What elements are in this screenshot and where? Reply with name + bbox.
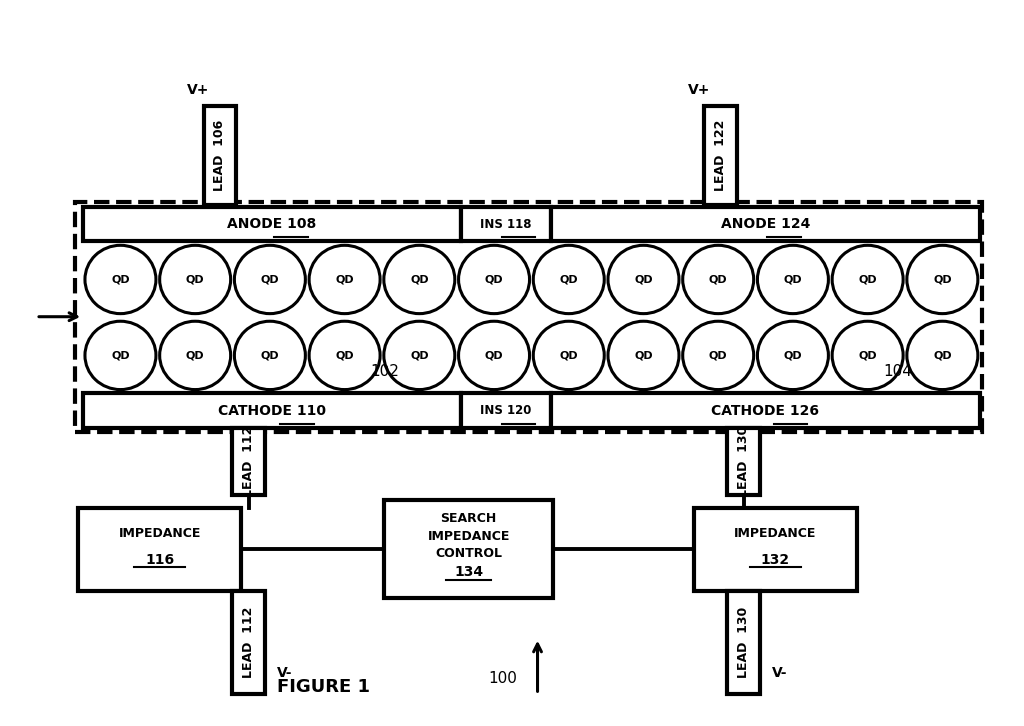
Text: IMPEDANCE: IMPEDANCE: [427, 530, 510, 543]
Text: IMPEDANCE: IMPEDANCE: [734, 527, 817, 540]
Text: QD: QD: [783, 274, 802, 285]
Text: QD: QD: [933, 274, 951, 285]
Bar: [694, 507, 857, 591]
Text: QD: QD: [185, 351, 205, 360]
Text: QD: QD: [410, 274, 429, 285]
Text: ANODE 108: ANODE 108: [227, 217, 316, 231]
Ellipse shape: [833, 321, 903, 390]
Bar: [727, 428, 760, 494]
Ellipse shape: [534, 245, 604, 314]
Bar: [232, 591, 265, 694]
Bar: [461, 393, 551, 428]
Bar: [384, 500, 553, 598]
Ellipse shape: [309, 245, 380, 314]
Text: QD: QD: [634, 351, 652, 360]
Text: QD: QD: [858, 351, 877, 360]
Bar: [461, 207, 551, 242]
Text: QD: QD: [335, 351, 354, 360]
Text: ANODE 124: ANODE 124: [721, 217, 810, 231]
Text: QD: QD: [484, 274, 504, 285]
Ellipse shape: [608, 321, 679, 390]
Ellipse shape: [459, 321, 529, 390]
Bar: [232, 428, 265, 494]
Text: LEAD  130: LEAD 130: [737, 425, 751, 497]
Text: QD: QD: [112, 274, 130, 285]
Text: INS 118: INS 118: [480, 218, 531, 231]
Bar: [703, 105, 736, 205]
Text: QD: QD: [858, 274, 877, 285]
Ellipse shape: [234, 321, 305, 390]
Bar: [78, 507, 242, 591]
Text: LEAD  106: LEAD 106: [213, 120, 226, 191]
Text: LEAD  112: LEAD 112: [242, 607, 255, 678]
Ellipse shape: [160, 245, 230, 314]
Bar: [551, 207, 980, 242]
Bar: [75, 202, 982, 432]
Text: V+: V+: [187, 83, 210, 97]
Text: QD: QD: [933, 351, 951, 360]
Ellipse shape: [683, 321, 754, 390]
Text: QD: QD: [260, 274, 280, 285]
Text: QD: QD: [410, 351, 429, 360]
Text: V-: V-: [278, 666, 293, 680]
Text: QD: QD: [709, 274, 727, 285]
Ellipse shape: [833, 245, 903, 314]
Text: INS 120: INS 120: [480, 404, 531, 417]
Bar: [551, 393, 980, 428]
Text: 100: 100: [488, 671, 517, 686]
Text: QD: QD: [709, 351, 727, 360]
Text: QD: QD: [559, 351, 579, 360]
Text: QD: QD: [112, 351, 130, 360]
Ellipse shape: [384, 321, 455, 390]
Ellipse shape: [534, 321, 604, 390]
Text: QD: QD: [559, 274, 579, 285]
Bar: [727, 591, 760, 694]
Bar: [83, 393, 461, 428]
Text: QD: QD: [634, 274, 652, 285]
Text: 116: 116: [145, 553, 174, 567]
Text: LEAD  112: LEAD 112: [242, 425, 255, 497]
Text: 102: 102: [370, 364, 398, 379]
Text: QD: QD: [335, 274, 354, 285]
Text: LEAD  122: LEAD 122: [714, 120, 727, 191]
Ellipse shape: [683, 245, 754, 314]
Ellipse shape: [384, 245, 455, 314]
Text: 132: 132: [761, 553, 791, 567]
Text: IMPEDANCE: IMPEDANCE: [119, 527, 201, 540]
Ellipse shape: [309, 321, 380, 390]
Text: CONTROL: CONTROL: [435, 547, 502, 560]
Ellipse shape: [85, 245, 156, 314]
Ellipse shape: [160, 321, 230, 390]
Text: FIGURE 1: FIGURE 1: [276, 678, 370, 696]
Ellipse shape: [85, 321, 156, 390]
Ellipse shape: [907, 245, 978, 314]
Ellipse shape: [234, 245, 305, 314]
Text: QD: QD: [783, 351, 802, 360]
Ellipse shape: [907, 321, 978, 390]
Text: SEARCH: SEARCH: [440, 513, 497, 526]
Ellipse shape: [608, 245, 679, 314]
Bar: [83, 207, 461, 242]
Text: 134: 134: [454, 566, 483, 579]
Text: QD: QD: [185, 274, 205, 285]
Text: CATHODE 126: CATHODE 126: [712, 404, 819, 417]
Text: V+: V+: [688, 83, 710, 97]
Text: CATHODE 110: CATHODE 110: [218, 404, 326, 417]
Text: QD: QD: [484, 351, 504, 360]
Text: V-: V-: [772, 666, 787, 680]
Ellipse shape: [459, 245, 529, 314]
Bar: [204, 105, 237, 205]
Ellipse shape: [758, 245, 828, 314]
Ellipse shape: [758, 321, 828, 390]
Text: 104: 104: [884, 364, 912, 379]
Text: LEAD  130: LEAD 130: [737, 607, 751, 678]
Text: QD: QD: [260, 351, 280, 360]
